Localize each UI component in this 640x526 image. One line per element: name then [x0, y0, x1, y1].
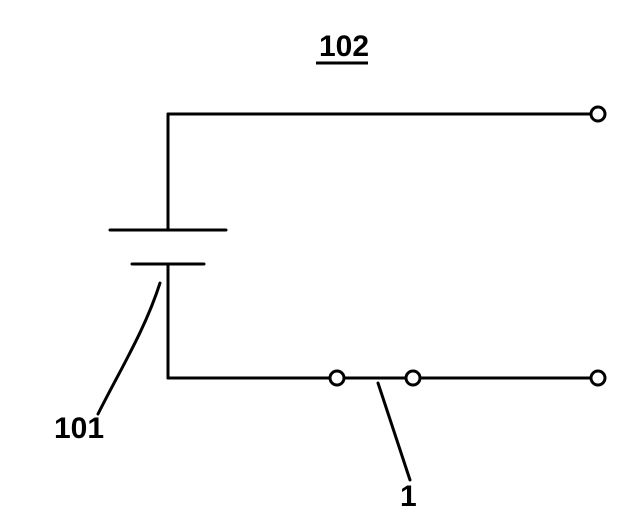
label-102: 102 — [319, 30, 369, 63]
terminal-top-right — [591, 107, 605, 121]
background — [0, 0, 640, 526]
label-101: 101 — [54, 412, 104, 445]
label-1: 1 — [400, 480, 417, 513]
circuit-diagram: 102 101 1 — [0, 0, 640, 526]
terminal-bottom-right — [591, 371, 605, 385]
terminal-bottom-mid-b — [406, 371, 420, 385]
terminal-bottom-mid-a — [330, 371, 344, 385]
